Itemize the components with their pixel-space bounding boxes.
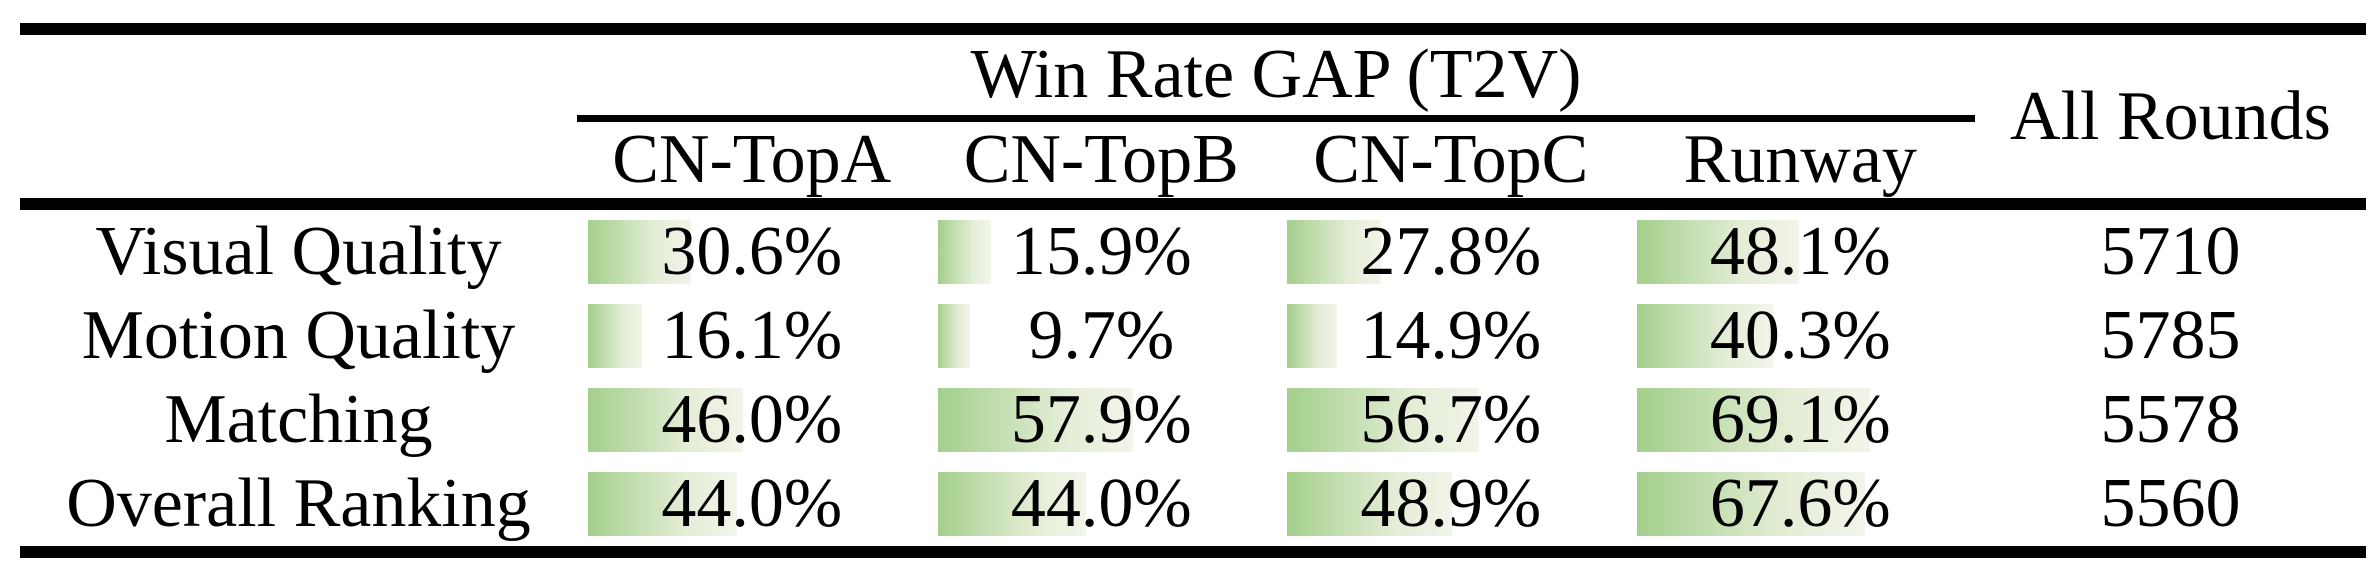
data-bar-track — [937, 388, 1276, 452]
table-body: Visual Quality 30.6% 15.9% 27.8% 48.1% 5… — [20, 210, 2366, 546]
data-bar — [588, 220, 692, 284]
data-bar — [1287, 220, 1381, 284]
data-bar-track — [937, 472, 1276, 536]
value-cell: 44.0% — [577, 462, 927, 546]
all-rounds-value: 5710 — [2100, 213, 2241, 290]
all-rounds-value: 5578 — [2100, 381, 2241, 458]
table-row: Overall Ranking 44.0% 44.0% 48.9% 67.6% … — [20, 462, 2366, 546]
value-cell: 46.0% — [577, 378, 927, 462]
data-bar-track — [1636, 304, 1975, 368]
value-cell: 27.8% — [1276, 210, 1626, 294]
value-cell: 9.7% — [927, 294, 1277, 378]
data-bar — [937, 220, 992, 284]
column-header-cn-topa: CN-TopA — [612, 121, 892, 198]
column-headers: CN-TopA CN-TopB CN-TopC Runway — [577, 121, 1975, 198]
percent-value: 67.6% — [1709, 465, 1891, 542]
data-bar-track — [1287, 472, 1625, 536]
percent-value: 48.9% — [1360, 465, 1542, 542]
data-bar-track — [1287, 388, 1625, 452]
data-bar-track — [937, 304, 1276, 368]
row-label: Matching — [164, 381, 433, 458]
value-cell: 48.9% — [1276, 462, 1626, 546]
value-cell: 56.7% — [1276, 378, 1626, 462]
percent-value: 14.9% — [1360, 297, 1542, 374]
table-header: Win Rate GAP (T2V) CN-TopA CN-TopB CN-To… — [20, 35, 2366, 198]
value-cell: 44.0% — [927, 462, 1277, 546]
value-cell: 57.9% — [927, 378, 1277, 462]
percent-value: 27.8% — [1360, 213, 1542, 290]
data-bar — [937, 304, 971, 368]
value-cell: 69.1% — [1626, 378, 1976, 462]
data-bar — [588, 304, 643, 368]
data-bar-track — [1636, 388, 1975, 452]
data-bar-track — [588, 220, 926, 284]
table-row: Motion Quality 16.1% 9.7% 14.9% 40.3% 57… — [20, 294, 2366, 378]
header-divider-rule — [20, 198, 2366, 210]
row-label-spacer — [20, 35, 577, 198]
percent-value: 69.1% — [1709, 381, 1891, 458]
table-row: Visual Quality 30.6% 15.9% 27.8% 48.1% 5… — [20, 210, 2366, 294]
data-bar — [588, 472, 737, 536]
data-bar-track — [1287, 304, 1625, 368]
data-bar — [937, 472, 1087, 536]
value-cell: 67.6% — [1626, 462, 1976, 546]
bottom-border-rule — [20, 546, 2366, 558]
value-cell: 14.9% — [1276, 294, 1626, 378]
data-bar-track — [937, 220, 1276, 284]
gap-column-group: Win Rate GAP (T2V) CN-TopA CN-TopB CN-To… — [577, 35, 1975, 198]
data-bar-track — [588, 304, 926, 368]
percent-value: 16.1% — [661, 297, 843, 374]
column-header-all-rounds: All Rounds — [2010, 77, 2331, 155]
percent-value: 40.3% — [1709, 297, 1891, 374]
top-border-rule — [20, 23, 2366, 35]
column-header-cn-topb: CN-TopB — [963, 121, 1239, 198]
data-bar — [1287, 304, 1338, 368]
value-cell: 30.6% — [577, 210, 927, 294]
value-cell: 40.3% — [1626, 294, 1976, 378]
row-label: Visual Quality — [95, 213, 502, 290]
data-bar-track — [588, 388, 926, 452]
table-row: Matching 46.0% 57.9% 56.7% 69.1% 5578 — [20, 378, 2366, 462]
data-bar-track — [588, 472, 926, 536]
data-bar — [1636, 220, 1800, 284]
data-bar — [1287, 472, 1453, 536]
data-bar — [1636, 388, 1871, 452]
percent-value: 56.7% — [1360, 381, 1542, 458]
percent-value: 48.1% — [1709, 213, 1891, 290]
value-cell: 15.9% — [927, 210, 1277, 294]
percent-value: 57.9% — [1010, 381, 1192, 458]
data-bar — [1636, 472, 1865, 536]
group-header-title: Win Rate GAP (T2V) — [970, 36, 1582, 113]
data-bar-track — [1636, 472, 1975, 536]
percent-value: 44.0% — [1010, 465, 1192, 542]
group-header-underline-rule — [577, 115, 1975, 122]
data-bar — [1287, 388, 1479, 452]
percent-value: 30.6% — [661, 213, 843, 290]
data-bar — [588, 388, 744, 452]
all-rounds-value: 5560 — [2100, 465, 2241, 542]
percent-value: 46.0% — [661, 381, 843, 458]
row-label: Overall Ranking — [66, 465, 531, 542]
data-bar-track — [1287, 220, 1625, 284]
all-rounds-value: 5785 — [2100, 297, 2241, 374]
data-bar-track — [1636, 220, 1975, 284]
column-header-cn-topc: CN-TopC — [1313, 121, 1589, 198]
percent-value: 15.9% — [1010, 213, 1192, 290]
data-bar — [1636, 304, 1773, 368]
value-cell: 16.1% — [577, 294, 927, 378]
percent-value: 44.0% — [661, 465, 843, 542]
value-cell: 48.1% — [1626, 210, 1976, 294]
percent-value: 9.7% — [1028, 297, 1175, 374]
data-bar — [937, 388, 1134, 452]
column-header-runway: Runway — [1683, 121, 1917, 198]
row-label: Motion Quality — [81, 297, 516, 374]
